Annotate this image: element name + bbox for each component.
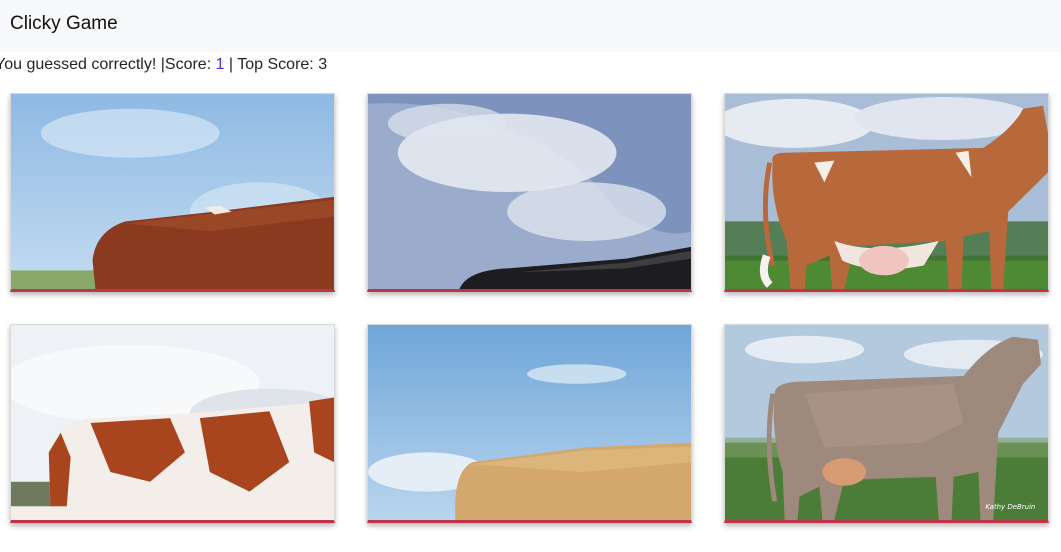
cow-brown-rear-icon [11, 94, 334, 289]
image-card-5[interactable] [367, 324, 692, 523]
image-card-2[interactable] [367, 93, 692, 292]
photo-credit: Kathy DeBruin [985, 503, 1035, 511]
image-card-4[interactable] [10, 324, 335, 523]
score-status: You guessed correctly! |Score: 1 | Top S… [0, 56, 327, 74]
cow-jersey-icon: Kathy DeBruin [725, 325, 1048, 520]
cow-black-back-icon [368, 94, 691, 289]
image-card-1[interactable] [10, 93, 335, 292]
cow-guernsey-icon [725, 94, 1048, 289]
top-score-label: Top Score: [237, 56, 319, 73]
navbar: Clicky Game [0, 0, 1061, 52]
image-card-6[interactable]: Kathy DeBruin [724, 324, 1049, 523]
separator: | [160, 56, 165, 73]
cow-tan-back-icon [368, 325, 691, 520]
top-score-value: 3 [318, 56, 328, 73]
score-label: Score: [164, 56, 216, 73]
score-value: 1 [215, 56, 225, 73]
cow-red-white-icon [11, 325, 334, 520]
guess-message: You guessed correctly! [0, 56, 157, 73]
separator: | [224, 56, 238, 73]
brand-title[interactable]: Clicky Game [10, 13, 118, 34]
image-card-3[interactable] [724, 93, 1049, 292]
